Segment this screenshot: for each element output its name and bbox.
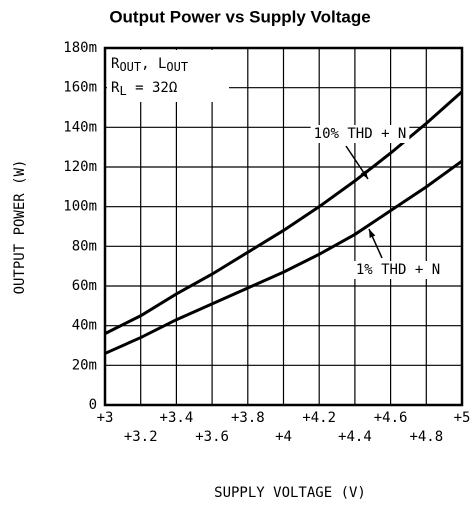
label-background [310, 125, 410, 143]
conditions-part: R [111, 56, 120, 72]
y-tick-label: 80m [72, 238, 97, 254]
label-background [352, 261, 444, 279]
x-tick-label: +4.2 [302, 410, 336, 426]
y-tick-label: 120m [63, 159, 97, 175]
x-tick-label: +3.2 [124, 429, 158, 445]
conditions-part: R [111, 80, 120, 96]
x-tick-label: +3.6 [195, 429, 229, 445]
x-tick-label: +4.4 [338, 429, 372, 445]
conditions-text: ROUT, LOUT [111, 56, 188, 74]
y-tick-label: 40m [72, 318, 97, 334]
chart-title: Output Power vs Supply Voltage [109, 7, 370, 26]
plot-frame [103, 46, 464, 407]
conditions-box [107, 50, 229, 102]
x-tick-label: +5 [454, 410, 471, 426]
conditions-part: = 32Ω [127, 80, 178, 96]
x-tick-label: +3 [97, 410, 114, 426]
x-tick-label: +3.4 [160, 410, 194, 426]
x-tick-label: +4.8 [409, 429, 443, 445]
x-axis-label: SUPPLY VOLTAGE (V) [214, 485, 366, 501]
line [104, 159, 463, 355]
conditions-text: RL = 32Ω [111, 80, 177, 98]
series-label: 1% THD + N [356, 262, 440, 278]
conditions-part: , L [141, 56, 166, 72]
y-tick-label: 160m [63, 80, 97, 96]
line [104, 90, 463, 335]
y-tick-label: 20m [72, 357, 97, 373]
y-axis-label: OUTPUT POWER (W) [12, 160, 28, 295]
conditions-part: L [119, 84, 126, 98]
arrow-head [360, 170, 368, 179]
x-tick-label: +4 [275, 429, 292, 445]
y-tick-label: 60m [72, 278, 97, 294]
y-tick-label: 100m [63, 199, 97, 215]
x-tick-label: +4.6 [374, 410, 408, 426]
y-tick-label: 140m [63, 119, 97, 135]
conditions-part: OUT [166, 60, 188, 74]
conditions-part: OUT [119, 60, 141, 74]
y-tick-label: 0 [89, 397, 97, 413]
series-label: 10% THD + N [314, 126, 407, 142]
x-tick-label: +3.8 [231, 410, 265, 426]
y-tick-label: 180m [63, 40, 97, 56]
arrow-head [369, 229, 376, 238]
